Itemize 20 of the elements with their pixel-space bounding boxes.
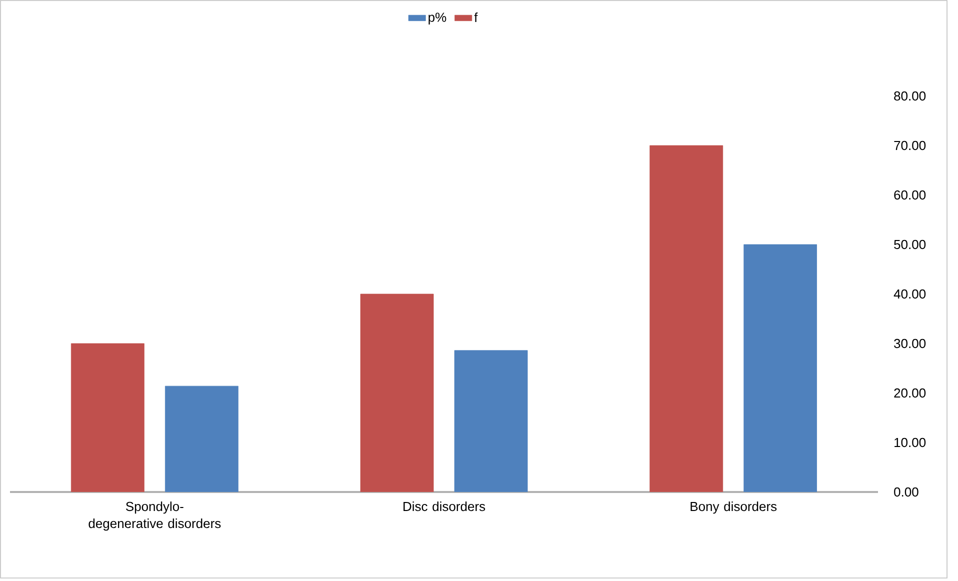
bar (70, 343, 144, 492)
x-tick-label: Bony disorders (690, 502, 777, 514)
y-tick-label: 20.00 (894, 388, 926, 398)
bar (650, 145, 724, 492)
y-tick-label: 30.00 (894, 338, 926, 348)
bar (360, 294, 434, 492)
bar (744, 244, 818, 492)
legend-label: f (474, 12, 478, 22)
y-tick-label: 10.00 (894, 438, 926, 448)
y-tick-label: 50.00 (894, 240, 926, 250)
y-tick-label: 60.00 (894, 190, 926, 200)
y-tick-label: 70.00 (894, 140, 926, 150)
x-tick-label: Spondylo-degenerative disorders (88, 502, 221, 531)
legend-label: p% (428, 12, 446, 24)
y-tick-label: 40.00 (894, 289, 926, 299)
y-tick-label: 80.00 (894, 91, 926, 101)
bar (164, 386, 238, 492)
x-tick-label: Disc disorders (404, 502, 486, 512)
y-tick-label: 0.00 (894, 487, 918, 497)
bar (454, 350, 528, 492)
